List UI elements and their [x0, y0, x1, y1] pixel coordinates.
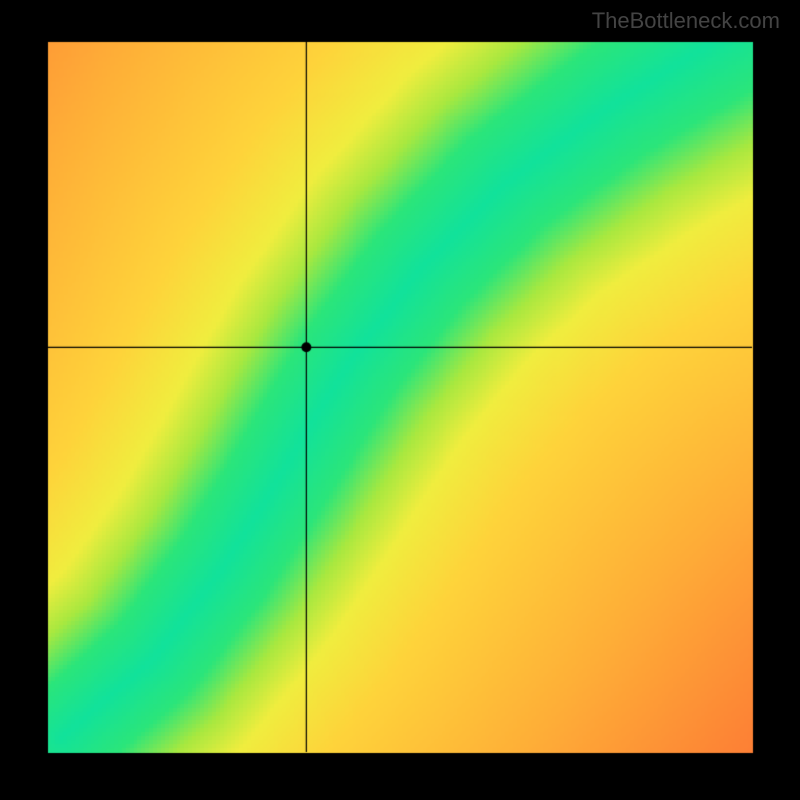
heatmap-chart: [0, 0, 800, 800]
watermark-text: TheBottleneck.com: [592, 8, 780, 34]
